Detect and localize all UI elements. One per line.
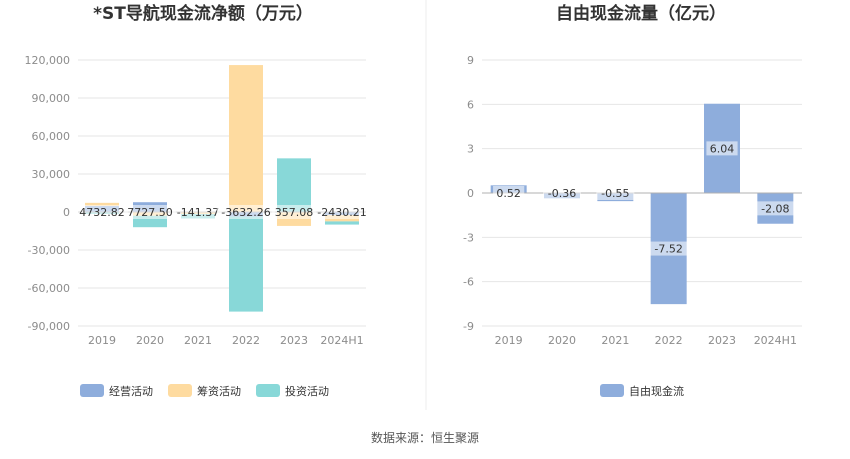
data-label-bg [596,186,635,200]
bar-2 [229,65,263,212]
legend-label[interactable]: 投资活动 [285,384,329,398]
bar-2 [85,202,119,207]
y-tick-label: 0 [63,206,70,219]
cash-flow-chart: *ST导航现金流净额（万元） 120,000 90,000 60,000 30,000 0… [25,3,372,398]
x-tick-label: 2021 [601,334,629,347]
legend-label[interactable]: 经营活动 [109,384,153,398]
y-tick-label: 90,000 [32,92,71,105]
data-label: 4732.82 [79,206,125,219]
y-tick-label: 60,000 [32,130,71,143]
data-label: 7727.50 [127,206,173,219]
y-tick-label: 0 [467,187,474,200]
bar-3 [325,221,359,225]
y-tick-label: -9 [463,320,474,333]
x-tick-label: 2022 [655,334,683,347]
data-label-bg [216,205,276,219]
x-tick-label: 2020 [548,334,576,347]
legend-swatch[interactable] [256,384,280,397]
data-label-bg [312,205,372,219]
free-cash-flow-chart: 自由现金流量（亿元） 9 6 3 0 -3 -6 -9 0.52 -0.36 -0.55 -7.52 6… [463,3,802,398]
x-tick-label: 2024H1 [754,334,797,347]
data-label: 357.08 [275,206,314,219]
y-tick-label: -30,000 [28,244,70,257]
legend-swatch[interactable] [80,384,104,397]
legend-swatch[interactable] [168,384,192,397]
data-label-bg [124,205,176,219]
x-tick-label: 2024H1 [320,334,363,347]
y-tick-label: 30,000 [32,168,71,181]
x-tick-label: 2020 [136,334,164,347]
x-tick-label: 2019 [495,334,523,347]
y-tick-label: -60,000 [28,282,70,295]
data-label: 0.52 [496,187,521,200]
x-tick-label: 2022 [232,334,260,347]
data-label: -0.55 [601,187,629,200]
data-source: 数据来源：恒生聚源 [371,430,479,445]
data-label: -2.08 [761,202,789,215]
data-label-bg [543,186,581,200]
data-label: -141.37 [177,206,219,219]
data-label-bg [271,205,317,219]
y-tick-label: 3 [467,143,474,156]
bar-3 [229,216,263,312]
data-label: -0.36 [548,187,576,200]
data-label-bg [706,141,738,156]
chart-title: 自由现金流量（亿元） [556,3,726,24]
x-tick-label: 2021 [184,334,212,347]
y-tick-label: -90,000 [28,320,70,333]
data-label-bg [76,205,128,219]
data-label: -2430.21 [317,206,366,219]
legend-swatch[interactable] [600,384,624,397]
data-label-bg [172,205,224,219]
bar-3 [277,158,311,212]
data-label: 6.04 [710,142,735,155]
y-tick-label: 9 [467,54,474,67]
bar-3 [133,215,167,228]
x-tick-label: 2023 [708,334,736,347]
data-label-bg [756,201,795,216]
y-tick-label: -6 [463,276,474,289]
y-tick-label: 6 [467,98,474,111]
data-label-bg [649,241,688,256]
x-tick-label: 2019 [88,334,116,347]
data-label: -7.52 [654,243,682,256]
x-tick-label: 2023 [280,334,308,347]
legend-label[interactable]: 筹资活动 [197,384,241,398]
data-label: -3632.26 [221,206,270,219]
chart-title: *ST导航现金流净额（万元） [93,3,313,24]
y-tick-label: 120,000 [25,54,71,67]
legend-label[interactable]: 自由现金流 [629,384,684,398]
data-label-bg [493,186,525,200]
y-tick-label: -3 [463,231,474,244]
